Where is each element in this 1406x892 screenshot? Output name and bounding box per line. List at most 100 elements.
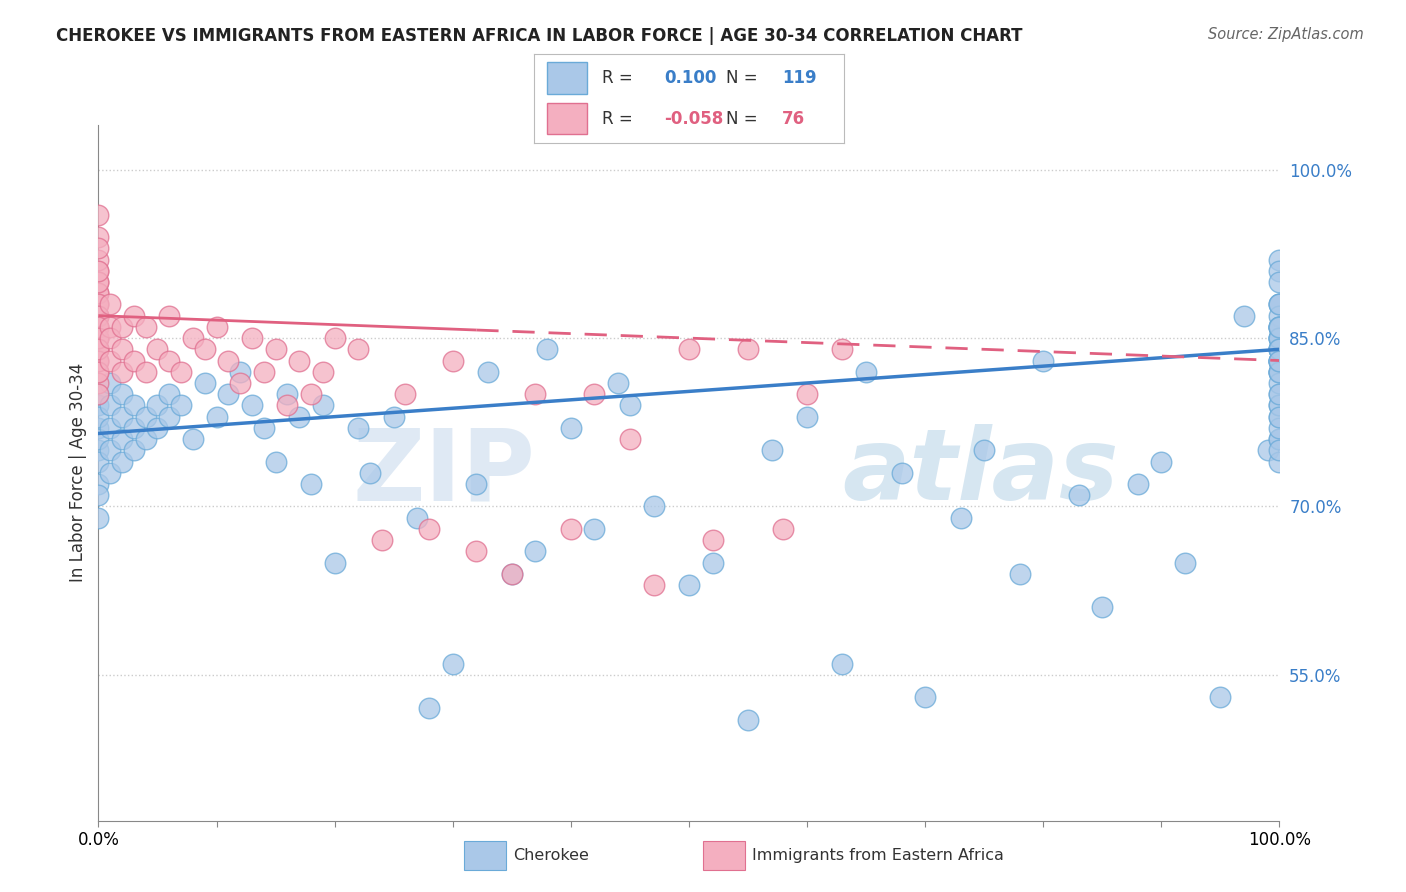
Point bbox=[560, 522, 582, 536]
Point bbox=[1257, 443, 1279, 458]
Point bbox=[702, 533, 724, 547]
Point bbox=[1268, 409, 1291, 424]
Point bbox=[831, 657, 853, 671]
Point bbox=[157, 353, 180, 368]
Point bbox=[1268, 331, 1291, 345]
Point bbox=[1268, 376, 1291, 390]
Point bbox=[1268, 319, 1291, 334]
Point bbox=[217, 353, 239, 368]
Text: Immigrants from Eastern Africa: Immigrants from Eastern Africa bbox=[752, 848, 1004, 863]
Point bbox=[1209, 690, 1232, 705]
Point bbox=[253, 421, 276, 435]
Point bbox=[229, 365, 252, 379]
Point bbox=[643, 578, 665, 592]
Point bbox=[1233, 309, 1256, 323]
Point bbox=[87, 343, 110, 357]
Point bbox=[796, 387, 818, 401]
Text: R =: R = bbox=[602, 110, 638, 128]
Point bbox=[1268, 319, 1291, 334]
Point bbox=[240, 331, 263, 345]
Point bbox=[643, 500, 665, 514]
Point bbox=[1150, 454, 1173, 468]
Bar bbox=[547, 62, 586, 94]
Point bbox=[1268, 432, 1291, 446]
Point bbox=[394, 387, 416, 401]
Point bbox=[98, 399, 121, 413]
Point bbox=[146, 343, 169, 357]
Text: 119: 119 bbox=[782, 70, 817, 87]
Point bbox=[1268, 387, 1291, 401]
Point bbox=[855, 365, 877, 379]
Point bbox=[98, 319, 121, 334]
Point bbox=[87, 353, 110, 368]
Point bbox=[1268, 353, 1291, 368]
Point bbox=[205, 409, 228, 424]
Point bbox=[181, 432, 204, 446]
Point bbox=[111, 343, 134, 357]
Point bbox=[1268, 421, 1291, 435]
Point bbox=[501, 566, 523, 581]
Point bbox=[87, 264, 110, 278]
Point bbox=[87, 343, 110, 357]
Point bbox=[831, 343, 853, 357]
Point bbox=[135, 319, 157, 334]
Point bbox=[1032, 353, 1054, 368]
Point bbox=[205, 319, 228, 334]
Point bbox=[619, 432, 641, 446]
Point bbox=[1268, 365, 1291, 379]
Point bbox=[135, 409, 157, 424]
Point bbox=[371, 533, 394, 547]
Point bbox=[253, 365, 276, 379]
Point bbox=[1268, 353, 1291, 368]
Point bbox=[973, 443, 995, 458]
Point bbox=[406, 510, 429, 524]
Point bbox=[276, 399, 298, 413]
Point bbox=[240, 399, 263, 413]
Point bbox=[323, 331, 346, 345]
Text: -0.058: -0.058 bbox=[664, 110, 724, 128]
Point bbox=[1268, 399, 1291, 413]
Point bbox=[536, 343, 558, 357]
Point bbox=[87, 510, 110, 524]
Point bbox=[312, 399, 335, 413]
Point bbox=[312, 365, 335, 379]
Point bbox=[87, 286, 110, 301]
Point bbox=[772, 522, 794, 536]
Point bbox=[949, 510, 972, 524]
Point bbox=[1268, 353, 1291, 368]
Point bbox=[607, 376, 630, 390]
Point bbox=[98, 421, 121, 435]
Point bbox=[98, 331, 121, 345]
Point bbox=[1268, 409, 1291, 424]
Point bbox=[1268, 252, 1291, 267]
Point bbox=[761, 443, 783, 458]
Point bbox=[1268, 319, 1291, 334]
Point bbox=[1268, 454, 1291, 468]
Point bbox=[87, 275, 110, 289]
Point bbox=[87, 297, 110, 311]
Point bbox=[170, 365, 193, 379]
Point bbox=[678, 343, 700, 357]
Point bbox=[87, 309, 110, 323]
Point bbox=[1268, 275, 1291, 289]
Point bbox=[87, 230, 110, 244]
Point bbox=[87, 376, 110, 390]
Point bbox=[1268, 343, 1291, 357]
Point bbox=[347, 421, 370, 435]
Point bbox=[87, 432, 110, 446]
Text: R =: R = bbox=[602, 70, 638, 87]
Point bbox=[737, 343, 759, 357]
Point bbox=[1268, 343, 1291, 357]
Point bbox=[111, 387, 134, 401]
Point bbox=[418, 522, 440, 536]
Point bbox=[87, 331, 110, 345]
Point bbox=[135, 365, 157, 379]
Bar bbox=[547, 103, 586, 134]
Point bbox=[477, 365, 499, 379]
Point bbox=[87, 331, 110, 345]
Point bbox=[87, 421, 110, 435]
Point bbox=[441, 353, 464, 368]
Point bbox=[87, 309, 110, 323]
Point bbox=[98, 443, 121, 458]
Point bbox=[1268, 365, 1291, 379]
